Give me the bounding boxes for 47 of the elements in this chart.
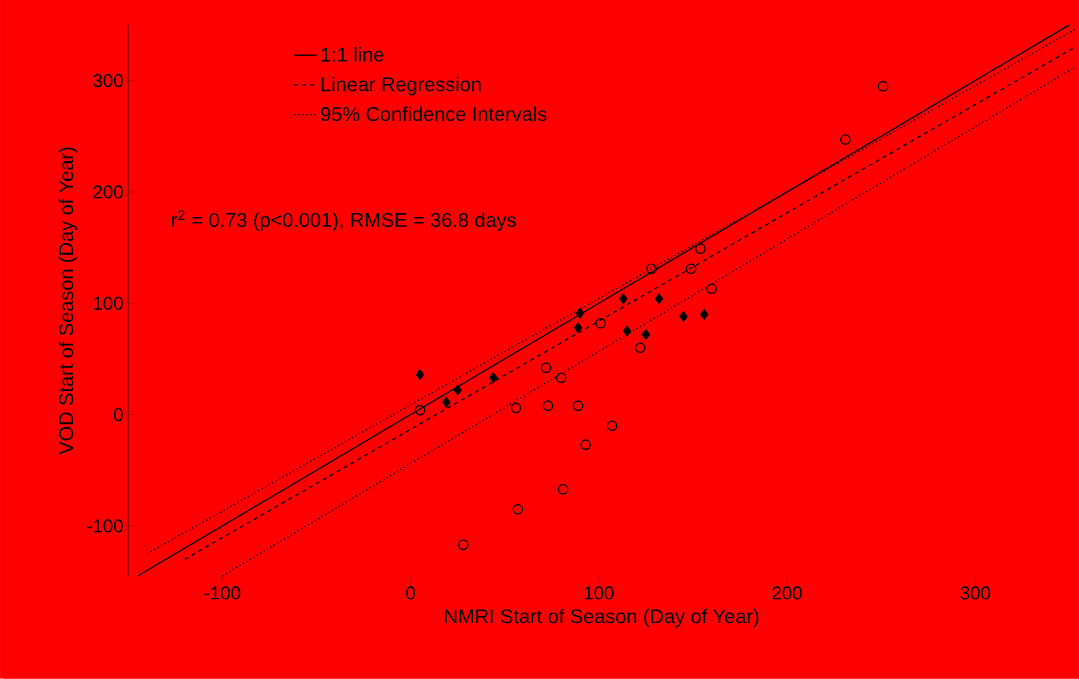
point (877, 80, 889, 92)
point (580, 439, 591, 451)
x-tick-label: 300 (960, 586, 991, 600)
point (706, 283, 718, 295)
point (575, 308, 585, 319)
point (572, 400, 584, 412)
point (622, 325, 632, 337)
point (595, 318, 607, 329)
point (457, 539, 469, 551)
point (442, 397, 451, 408)
annotation: r$^{2}$ = 0.73 (p<0.001), RMSE = 36.8 days (172, 210, 516, 232)
point (540, 362, 552, 374)
y-tick-label: 100 (93, 296, 123, 310)
point (641, 329, 651, 340)
point (573, 322, 583, 334)
point (700, 309, 709, 320)
point (840, 134, 851, 146)
point (453, 384, 462, 396)
point (634, 342, 646, 354)
y-axis-title: VOD Start of Season (Day of Year) (58, 147, 78, 455)
point (510, 402, 522, 414)
point (646, 263, 657, 275)
point (555, 372, 567, 384)
y-tick-label: 300 (93, 74, 123, 88)
x-tick-label: 100 (584, 586, 614, 600)
legend-label: Linear Regression (321, 76, 481, 96)
point (685, 263, 697, 275)
point (415, 369, 425, 380)
x-tick-label: 0 (406, 586, 416, 600)
point (679, 311, 688, 323)
point (695, 243, 706, 255)
legend-label: 95% Confidence Intervals (321, 106, 547, 122)
point (414, 404, 426, 416)
point (606, 420, 618, 432)
x-tick-label: -100 (204, 586, 241, 600)
y-tick-label: 0 (113, 408, 123, 422)
point (654, 293, 664, 305)
point (542, 400, 554, 412)
point (489, 372, 498, 384)
point (512, 504, 524, 515)
x-axis-title: NMRI Start of Season (Day of Year) (445, 608, 759, 628)
y-tick-label: -100 (87, 519, 123, 533)
legend-label: 1:1 line (321, 47, 384, 62)
point (557, 484, 569, 495)
point (619, 293, 628, 305)
x-tick-label: 200 (772, 586, 802, 600)
y-tick-label: 200 (93, 185, 123, 199)
